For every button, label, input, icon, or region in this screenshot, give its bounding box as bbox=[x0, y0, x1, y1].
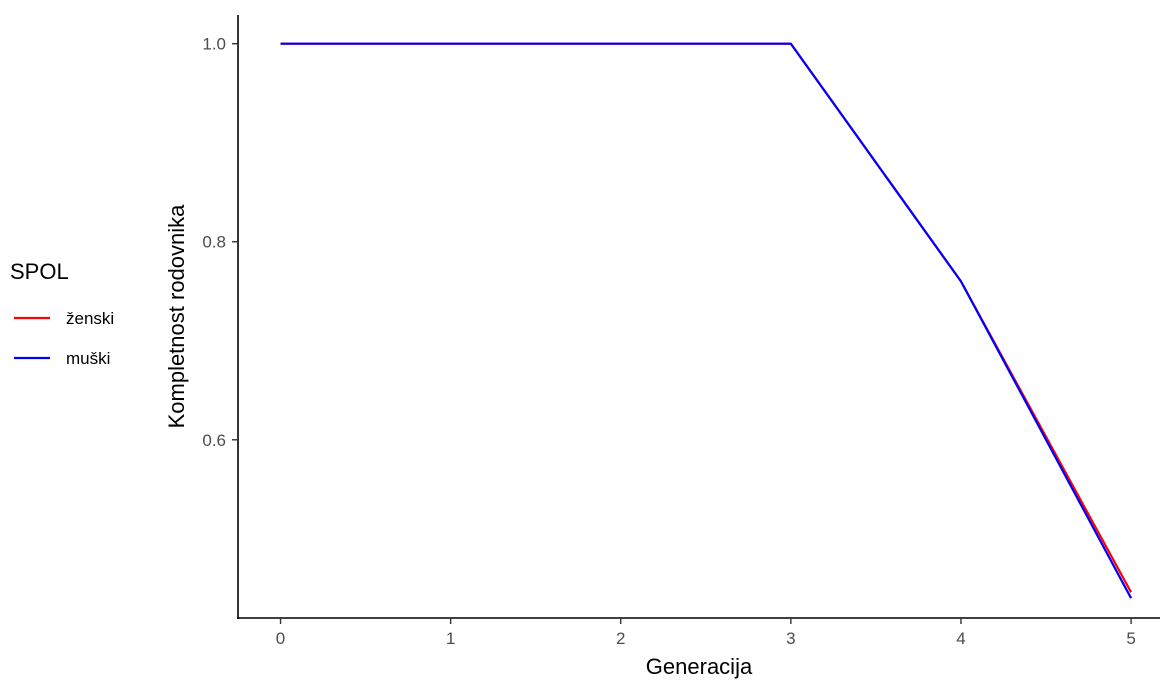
y-axis-title: Kompletnost rodovnika bbox=[164, 204, 189, 429]
series-layer bbox=[280, 42, 1133, 599]
x-tick-label: 3 bbox=[786, 629, 795, 648]
x-tick-label: 2 bbox=[616, 629, 625, 648]
y-tick-label: 0.6 bbox=[202, 431, 226, 450]
x-tick-label: 1 bbox=[446, 629, 455, 648]
y-tick-label: 0.8 bbox=[202, 233, 226, 252]
x-axis-title: Generacija bbox=[646, 654, 753, 679]
legend: ženski muški bbox=[14, 309, 114, 368]
legend-label-1: muški bbox=[66, 349, 110, 368]
y-tick-label: 1.0 bbox=[202, 35, 226, 54]
x-tick-label: 0 bbox=[276, 629, 285, 648]
series-line-1 bbox=[280, 42, 1133, 599]
x-tick-label: 4 bbox=[956, 629, 965, 648]
series-line-0 bbox=[280, 42, 1133, 593]
axis-layer: 0 1 2 3 4 5 0.6 0.8 1.0 bbox=[202, 15, 1160, 648]
x-tick-label: 5 bbox=[1126, 629, 1135, 648]
legend-title: SPOL bbox=[10, 259, 69, 284]
legend-label-0: ženski bbox=[66, 309, 114, 328]
